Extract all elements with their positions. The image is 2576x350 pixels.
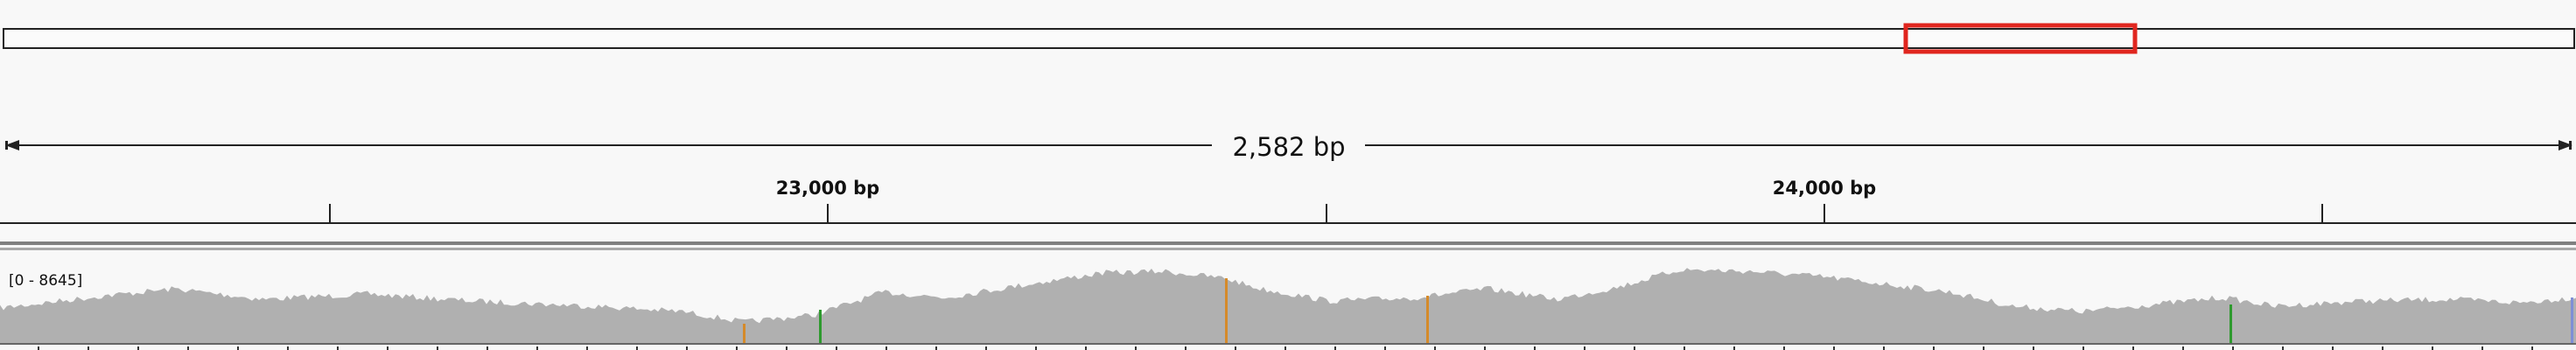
coverage-histogram[interactable] xyxy=(0,268,2576,343)
coverage-track[interactable]: [0 - 8645] xyxy=(0,268,2576,345)
bottom-track-strip[interactable] xyxy=(0,345,2576,350)
current-region-box[interactable] xyxy=(1903,23,2138,54)
panel-divider[interactable] xyxy=(0,242,2576,250)
mismatch-marker-green[interactable] xyxy=(819,310,822,343)
mismatch-marker-blue[interactable] xyxy=(2571,298,2573,343)
ruler-tick-label: 23,000 bp xyxy=(776,178,879,199)
ruler-tick-label: 24,000 bp xyxy=(1773,178,1876,199)
mismatch-marker-orange[interactable] xyxy=(1225,278,1228,343)
span-indicator: 2,582 bp xyxy=(5,132,2572,162)
ruler[interactable]: 23,000 bp 24,000 bp xyxy=(0,178,2576,224)
mismatch-marker-orange[interactable] xyxy=(743,324,746,343)
span-cap-right xyxy=(2569,141,2572,150)
span-label: 2,582 bp xyxy=(1232,132,1345,162)
mismatch-marker-green[interactable] xyxy=(2230,304,2232,343)
span-arrow-right-icon xyxy=(2558,140,2572,150)
mismatch-marker-orange[interactable] xyxy=(1426,296,1429,343)
coverage-range-label: [0 - 8645] xyxy=(9,272,82,290)
span-cap-left xyxy=(5,141,8,150)
span-arrow-left-icon xyxy=(5,140,19,150)
mismatch-markers xyxy=(743,278,2573,343)
chromosome-ideogram[interactable] xyxy=(3,28,2575,49)
